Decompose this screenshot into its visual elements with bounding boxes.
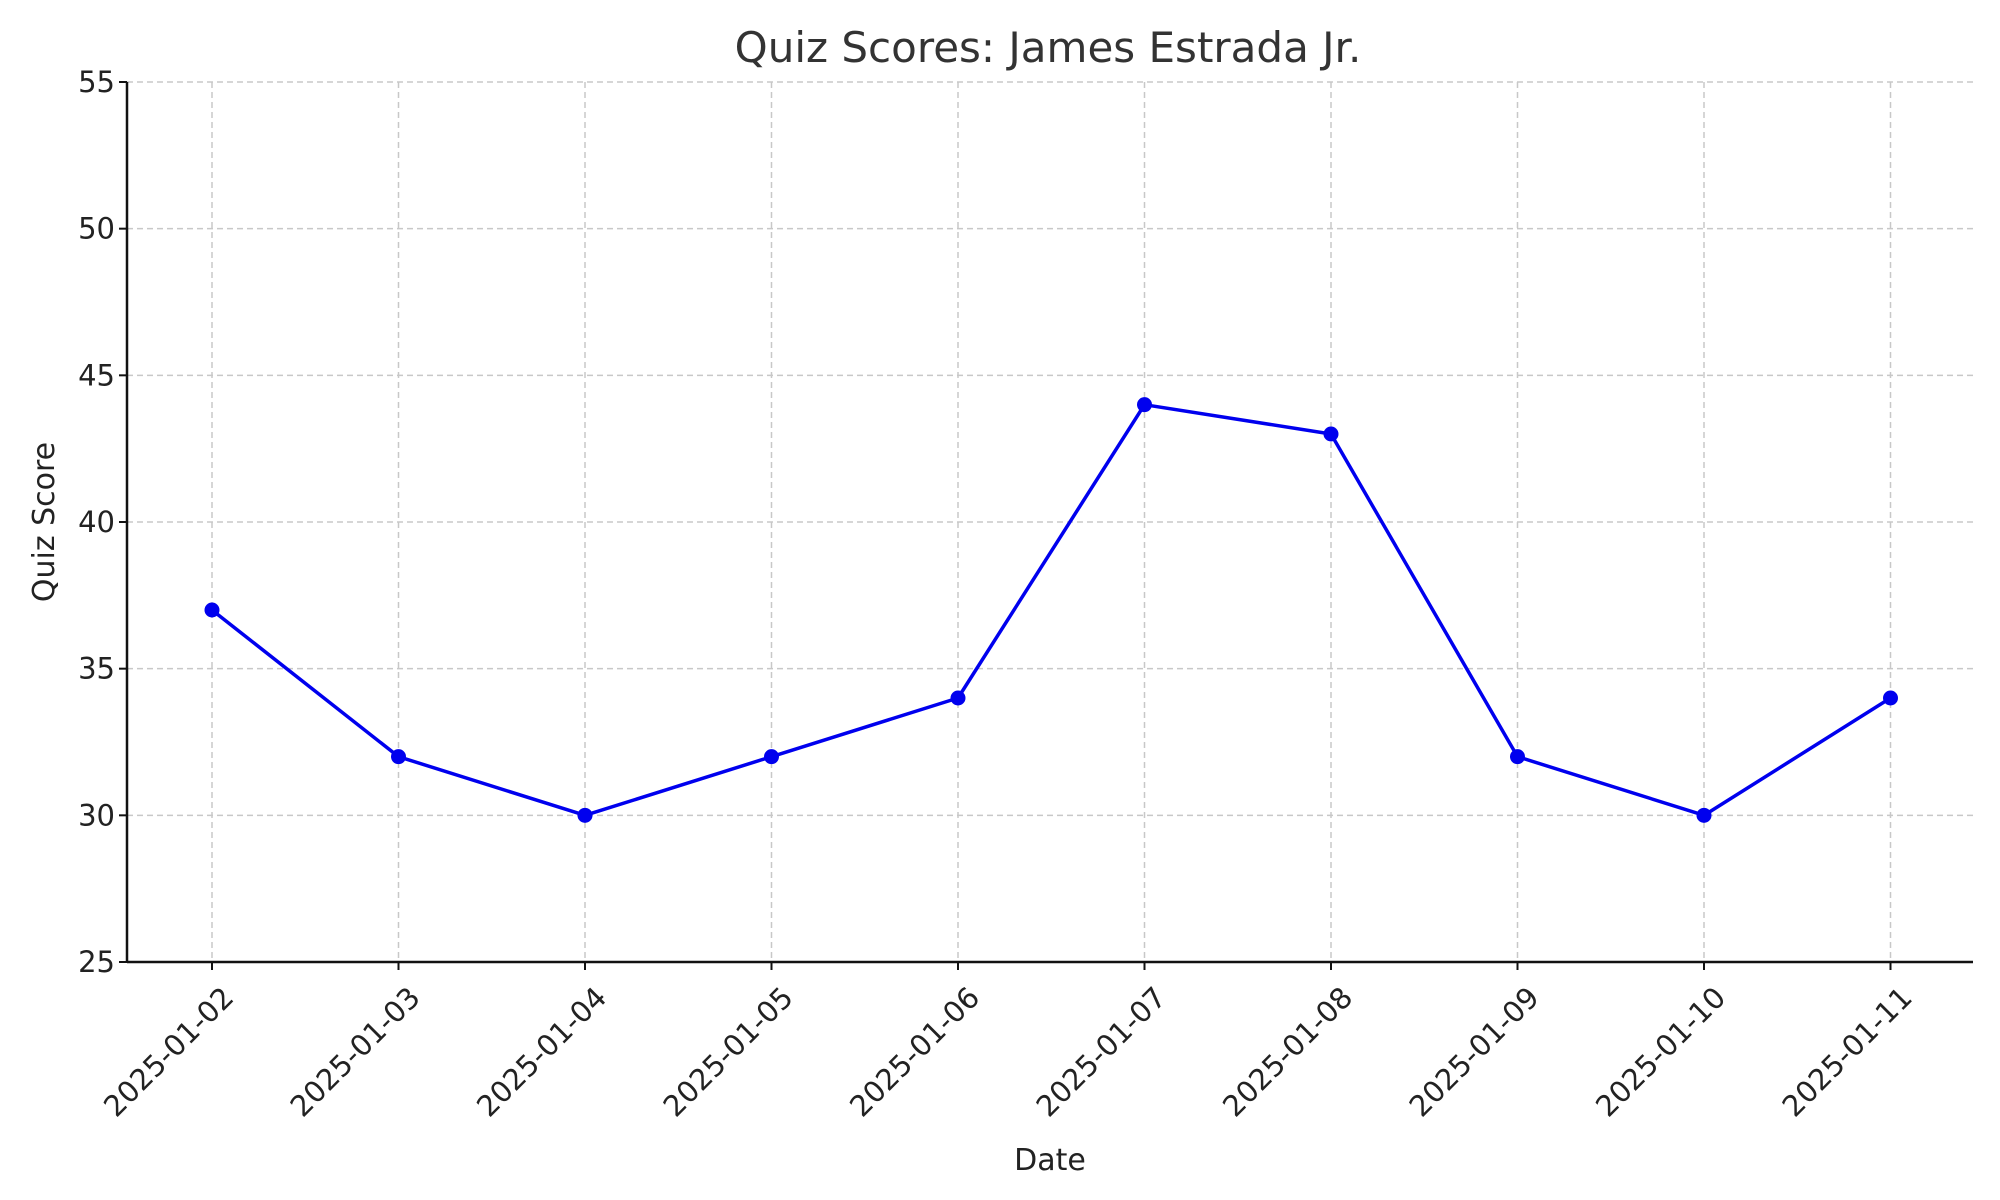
x-tick-label: 2025-01-09 [1402, 980, 1545, 1123]
data-point [1883, 690, 1898, 706]
series [204, 397, 1898, 823]
data-point [1510, 749, 1525, 765]
y-tick-label: 35 [78, 652, 115, 686]
y-tick-label: 25 [78, 945, 115, 979]
x-tick-label: 2025-01-04 [470, 980, 613, 1123]
x-axis-label: Date [1014, 1143, 1086, 1178]
y-tick-label: 45 [78, 358, 115, 392]
y-tick-label: 40 [78, 505, 115, 539]
chart-title: Quiz Scores: James Estrada Jr. [735, 23, 1362, 72]
data-point [950, 690, 966, 706]
grid [127, 81, 1973, 963]
y-tick-label: 30 [78, 798, 115, 832]
data-point [1323, 426, 1339, 442]
y-axis-ticks: 25 30 35 40 45 50 55 [78, 65, 127, 979]
y-tick-label: 55 [78, 65, 115, 99]
x-tick-label: 2025-01-07 [1029, 980, 1172, 1123]
y-tick-label: 50 [78, 212, 115, 246]
x-tick-label: 2025-01-11 [1775, 980, 1918, 1123]
x-tick-label: 2025-01-08 [1216, 980, 1359, 1123]
x-tick-label: 2025-01-03 [283, 980, 426, 1123]
x-tick-label: 2025-01-06 [843, 980, 986, 1123]
data-point [1137, 397, 1152, 413]
data-point [1696, 807, 1712, 823]
x-tick-label: 2025-01-02 [97, 980, 240, 1123]
data-point [391, 749, 406, 765]
series-line [210, 402, 1892, 818]
data-point [577, 807, 593, 823]
y-axis-label: Quiz Score [27, 442, 62, 602]
data-point [764, 749, 779, 765]
x-axis-ticks: 2025-01-02 2025-01-03 2025-01-04 2025-01-05… [97, 962, 1919, 1123]
x-tick-label: 2025-01-05 [656, 980, 799, 1123]
data-point [204, 602, 220, 618]
x-tick-label: 2025-01-10 [1589, 980, 1732, 1123]
